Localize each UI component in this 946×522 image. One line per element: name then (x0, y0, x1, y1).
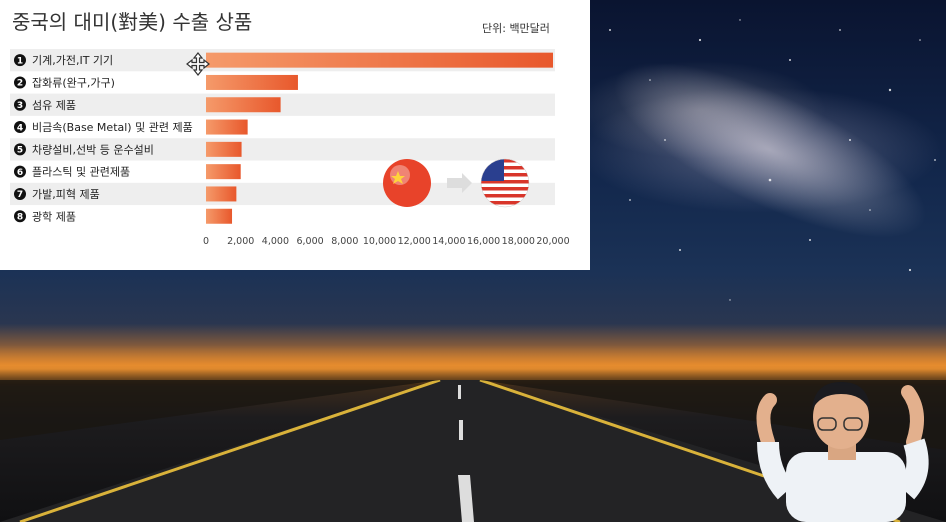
rank-marker (14, 121, 26, 134)
category-label: 비금속(Base Metal) 및 관련 제품 (32, 121, 193, 134)
bar (206, 52, 553, 68)
category-label: 플라스틱 및 관련제품 (32, 166, 130, 179)
category-label: 광학 제품 (32, 210, 76, 223)
x-tick-label: 6,000 (296, 236, 323, 247)
chart-title: 중국의 대미(對美) 수출 상품 (12, 10, 253, 34)
bar (206, 119, 248, 135)
bar (206, 141, 242, 157)
arrow-right-icon (447, 173, 472, 193)
bar (206, 97, 281, 113)
bar (206, 186, 237, 202)
rank-number: 1 (17, 56, 23, 66)
rank-marker (14, 143, 26, 156)
x-tick-label: 0 (203, 236, 209, 247)
horizon-glow (0, 345, 946, 385)
china-flag-ball-icon (383, 159, 431, 207)
x-tick-label: 14,000 (432, 236, 465, 247)
x-tick-label: 4,000 (262, 236, 289, 247)
usa-flag-ball-icon (480, 158, 530, 208)
move-cursor-icon (186, 52, 210, 76)
x-tick-label: 12,000 (398, 236, 431, 247)
rank-marker (14, 165, 26, 178)
bar (206, 164, 241, 180)
category-label: 가발,피혁 제품 (32, 188, 100, 201)
rank-number: 3 (17, 101, 23, 111)
rank-marker (14, 98, 26, 111)
bar-chart: 1 기계,가전,IT 기기 2 잡화류(완구,가구) 3 섬유 제품 4 비금속(Base M… (10, 49, 570, 247)
x-tick-label: 18,000 (502, 236, 535, 247)
category-label: 기계,가전,IT 기기 (32, 54, 113, 67)
x-tick-label: 16,000 (467, 236, 500, 247)
rank-number: 6 (17, 168, 23, 178)
presenter-webcam (756, 382, 929, 522)
x-tick-label: 10,000 (363, 236, 396, 247)
rank-marker (14, 54, 26, 67)
milky-way-stars (609, 19, 936, 301)
row-stripe (10, 138, 555, 161)
rank-number: 8 (17, 212, 23, 222)
category-label: 잡화류(완구,가구) (32, 76, 115, 89)
x-tick-label: 20,000 (536, 236, 569, 247)
x-tick-label: 2,000 (227, 236, 254, 247)
rank-marker (14, 187, 26, 200)
unit-label: 단위: 백만달러 (482, 22, 550, 35)
x-tick-label: 8,000 (331, 236, 358, 247)
category-label: 차량설비,선박 등 운수설비 (32, 143, 154, 156)
rank-marker (14, 76, 26, 89)
rank-number: 5 (17, 146, 23, 156)
bar (206, 74, 298, 90)
rank-number: 2 (17, 79, 23, 89)
row-stripe (10, 93, 555, 116)
rank-number: 7 (17, 190, 23, 200)
rank-number: 4 (17, 123, 23, 133)
category-label: 섬유 제품 (32, 99, 76, 112)
rank-marker (14, 210, 26, 223)
chart-panel: 중국의 대미(對美) 수출 상품 단위: 백만달러 1 기계,가전,IT 기기 2 잡… (0, 0, 590, 270)
bar (206, 208, 233, 224)
